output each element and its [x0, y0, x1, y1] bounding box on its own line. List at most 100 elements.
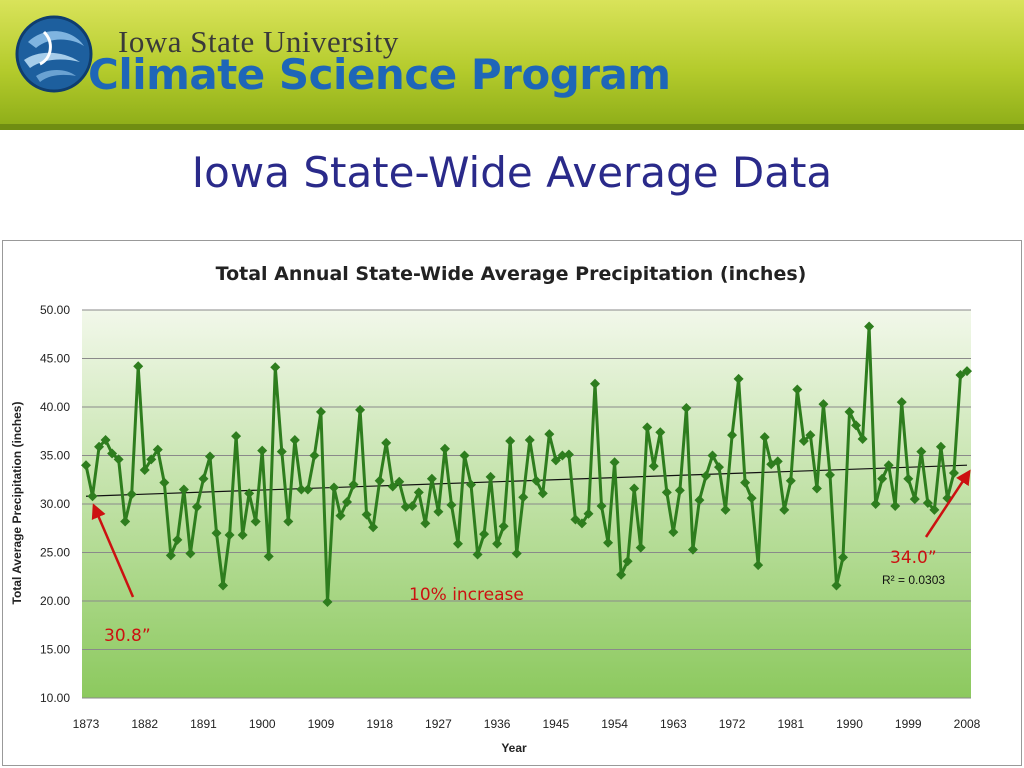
- data-point: [870, 499, 881, 509]
- data-point: [955, 369, 966, 380]
- series-line: [84, 325, 968, 604]
- data-point: [844, 406, 855, 417]
- data-point: [257, 445, 268, 456]
- data-point: [472, 549, 483, 560]
- header-banner: [0, 0, 1024, 128]
- data-point: [733, 373, 744, 384]
- data-point: [811, 483, 822, 494]
- data-point: [727, 430, 738, 441]
- data-point: [537, 488, 548, 499]
- data-point: [550, 455, 561, 466]
- data-point: [720, 504, 731, 515]
- data-point: [661, 487, 672, 498]
- data-point: [348, 479, 359, 490]
- data-point: [224, 530, 235, 541]
- data-point: [772, 456, 783, 467]
- data-point: [864, 321, 875, 332]
- data-point: [557, 450, 568, 461]
- data-point: [361, 509, 372, 520]
- data-point: [629, 483, 640, 494]
- university-name: Iowa State University: [118, 24, 399, 59]
- data-point: [439, 443, 450, 454]
- data-point: [211, 528, 222, 539]
- data-point: [824, 469, 835, 480]
- r-squared-label: R² = 0.0303: [882, 573, 945, 587]
- data-point: [935, 441, 946, 452]
- data-point: [616, 569, 627, 580]
- data-point: [322, 596, 333, 607]
- data-point: [387, 481, 398, 492]
- data-point: [583, 508, 594, 519]
- data-point: [400, 501, 411, 512]
- data-point: [146, 454, 157, 465]
- data-point: [309, 450, 320, 461]
- data-point: [694, 495, 705, 506]
- y-axis-label: Total Average Precipitation (inches): [10, 402, 24, 605]
- data-point: [113, 454, 124, 465]
- data-point: [838, 552, 849, 563]
- data-points: [81, 321, 972, 607]
- data-point: [792, 384, 803, 395]
- data-point: [218, 580, 229, 591]
- data-point: [857, 434, 868, 445]
- data-point: [681, 402, 692, 413]
- data-point: [283, 516, 294, 527]
- y-tick-label: 40.00: [40, 400, 70, 414]
- data-point: [818, 399, 829, 410]
- data-point: [335, 510, 346, 521]
- data-point: [315, 406, 326, 417]
- data-point: [714, 462, 725, 473]
- x-axis-label: Year: [501, 741, 527, 755]
- data-point: [94, 441, 105, 452]
- data-point: [877, 473, 888, 484]
- x-tick-label: 1873: [73, 717, 100, 731]
- data-point: [165, 550, 176, 561]
- data-point: [263, 551, 274, 562]
- end-arrow: [924, 469, 971, 538]
- data-point: [531, 475, 542, 486]
- data-point: [270, 362, 281, 373]
- data-point: [152, 444, 163, 455]
- data-point: [851, 420, 862, 431]
- data-point: [687, 544, 698, 555]
- data-point: [798, 435, 809, 446]
- data-point: [87, 491, 98, 502]
- x-tick-label: 1954: [601, 717, 628, 731]
- data-point: [831, 580, 842, 591]
- x-tick-label: 1936: [484, 717, 511, 731]
- x-tick-label: 1909: [308, 717, 335, 731]
- data-point: [563, 449, 574, 460]
- y-tick-label: 25.00: [40, 546, 70, 560]
- data-point: [916, 446, 927, 457]
- data-point: [740, 477, 751, 488]
- data-point: [178, 484, 189, 495]
- data-point: [250, 516, 261, 527]
- data-point: [498, 521, 509, 532]
- header-divider: [0, 124, 1024, 130]
- data-point: [890, 500, 901, 511]
- y-tick-label: 45.00: [40, 352, 70, 366]
- data-point: [413, 487, 424, 498]
- data-point: [191, 501, 202, 512]
- data-point: [642, 422, 653, 433]
- data-point: [674, 485, 685, 496]
- data-point: [276, 446, 287, 457]
- x-tick-label: 1891: [190, 717, 217, 731]
- data-point: [466, 479, 477, 490]
- data-point: [426, 473, 437, 484]
- data-point: [204, 451, 215, 462]
- data-point: [700, 470, 711, 481]
- y-tick-label: 35.00: [40, 449, 70, 463]
- data-point: [570, 514, 581, 525]
- data-point: [328, 482, 339, 493]
- data-point: [81, 460, 91, 471]
- data-point: [668, 527, 679, 538]
- data-point: [603, 537, 614, 548]
- y-tick-labels: 10.00 15.00 20.00 25.00 30.00 35.00 40.00 45.00…: [40, 303, 70, 705]
- y-tick-label: 50.00: [40, 303, 70, 317]
- globe-swirl-logo-icon: [15, 15, 93, 93]
- data-point: [107, 448, 118, 459]
- data-point: [596, 500, 607, 511]
- data-point: [707, 450, 718, 461]
